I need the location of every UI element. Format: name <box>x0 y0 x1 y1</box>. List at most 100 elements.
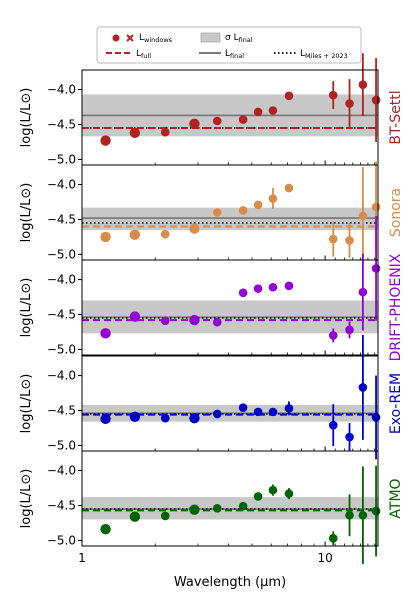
y-tick-label: −4.5 <box>47 498 76 512</box>
data-point <box>253 200 263 210</box>
model-label: Sonora <box>388 188 404 237</box>
data-point <box>253 284 263 293</box>
y-axis-label: log(L/L⊙) <box>19 469 34 529</box>
data-point <box>212 409 222 419</box>
y-axis-label: log(L/L⊙) <box>19 374 34 434</box>
y-axis-label: log(L/L⊙) <box>19 278 34 338</box>
y-tick-label: −4.0 <box>47 83 76 97</box>
data-point <box>328 534 338 543</box>
data-point <box>160 229 170 239</box>
data-point <box>129 411 141 422</box>
data-point <box>284 404 294 413</box>
data-point <box>253 407 263 417</box>
data-point <box>268 106 278 115</box>
x-tick-label: 10 <box>317 551 332 565</box>
y-tick-label: −5.0 <box>47 247 76 261</box>
y-tick-label: −5.0 <box>47 438 76 452</box>
data-point <box>268 407 278 417</box>
legend-label-miles-2023: LMiles + 2023 <box>300 49 348 60</box>
data-point <box>189 223 200 234</box>
y-tick-label: −4.0 <box>47 369 76 383</box>
legend-band-swatch <box>200 32 221 43</box>
data-point <box>371 95 381 105</box>
y-tick-label: −4.0 <box>47 464 76 478</box>
data-point <box>129 311 141 322</box>
data-point <box>100 413 111 425</box>
panel-exo-rem: −4.0 −4.5 −5.0 log(L/L⊙) Exo-REM <box>19 335 404 460</box>
data-point <box>345 432 354 442</box>
y-tick-label: −4.5 <box>47 403 76 417</box>
data-point <box>328 90 338 100</box>
data-point <box>129 511 141 522</box>
data-point <box>253 492 263 501</box>
x-axis-label: Wavelength (μm) <box>174 575 286 590</box>
data-point <box>238 403 248 412</box>
data-point <box>160 316 170 326</box>
data-point <box>284 281 294 291</box>
data-point <box>371 264 381 273</box>
legend-box <box>96 26 362 64</box>
data-point <box>189 412 200 424</box>
panel-atmo: −4.0 −4.5 −5.0 log(L/L⊙) ATMO <box>19 450 404 565</box>
panels: −4.0 −4.5 −5.0 log(L/L⊙) BT-Settl −4.0 −4.5 −5.… <box>19 53 404 565</box>
panel-drift-phoenix: −4.0 −4.5 −5.0 log(L/L⊙) DRIFT-PHOENIX <box>19 215 404 361</box>
data-point <box>371 413 381 422</box>
data-point <box>212 208 222 217</box>
y-tick-label: −5.0 <box>47 533 76 547</box>
data-point <box>189 118 200 129</box>
data-point <box>268 282 278 292</box>
y-tick-label: −5.0 <box>47 342 76 356</box>
data-point <box>189 504 200 515</box>
data-point <box>284 183 294 193</box>
panel-bt-settl: −4.0 −4.5 −5.0 log(L/L⊙) BT-Settl <box>19 53 404 166</box>
panel-frame <box>81 450 379 547</box>
data-point <box>358 510 368 520</box>
data-point <box>100 524 111 535</box>
data-point <box>100 135 111 146</box>
data-point <box>345 325 354 335</box>
x-axis: 1 10 Wavelength (μm) <box>78 551 333 590</box>
y-tick-label: −4.5 <box>47 307 76 321</box>
panel-sonora: −4.0 −4.5 −5.0 log(L/L⊙) Sonora <box>19 161 404 265</box>
model-label: DRIFT-PHOENIX <box>388 253 404 361</box>
data-point <box>160 511 170 521</box>
data-point <box>253 107 263 117</box>
legend-label-sigma-final: σ Lfinal <box>225 33 253 44</box>
legend: Lwindows σ Lfinal Lfull Lfinal LMiles + 2023 <box>96 26 362 64</box>
panel-frame <box>81 259 379 356</box>
data-point <box>160 127 170 137</box>
data-point <box>371 506 381 516</box>
data-point <box>358 80 368 89</box>
y-tick-label: −4.5 <box>47 212 76 226</box>
data-point <box>100 328 111 339</box>
data-point <box>345 236 354 245</box>
data-point <box>238 288 248 298</box>
data-point <box>358 383 368 392</box>
legend-circle-marker <box>112 34 120 42</box>
y-tick-label: −4.0 <box>47 273 76 287</box>
data-point <box>238 501 248 511</box>
data-point <box>358 287 368 297</box>
y-axis-label: log(L/L⊙) <box>19 183 34 243</box>
data-point <box>345 510 354 520</box>
data-point <box>328 420 338 430</box>
data-point <box>328 234 338 244</box>
data-point <box>189 314 200 326</box>
y-tick-label: −4.0 <box>47 178 76 192</box>
data-point <box>328 331 338 340</box>
model-label: Exo-REM <box>388 373 404 434</box>
legend-label-windows: Lwindows <box>139 33 173 44</box>
data-point <box>345 99 354 108</box>
data-point <box>129 229 141 241</box>
data-point <box>129 127 141 139</box>
y-tick-label: −5.0 <box>47 152 76 166</box>
data-point <box>212 116 222 126</box>
model-label: BT-Settl <box>388 90 404 144</box>
legend-label-full: Lfull <box>136 49 151 60</box>
data-point <box>358 211 368 221</box>
data-point <box>371 202 381 212</box>
data-point <box>238 206 248 215</box>
y-tick-label: −4.5 <box>47 117 76 131</box>
legend-cross-marker <box>126 34 134 42</box>
